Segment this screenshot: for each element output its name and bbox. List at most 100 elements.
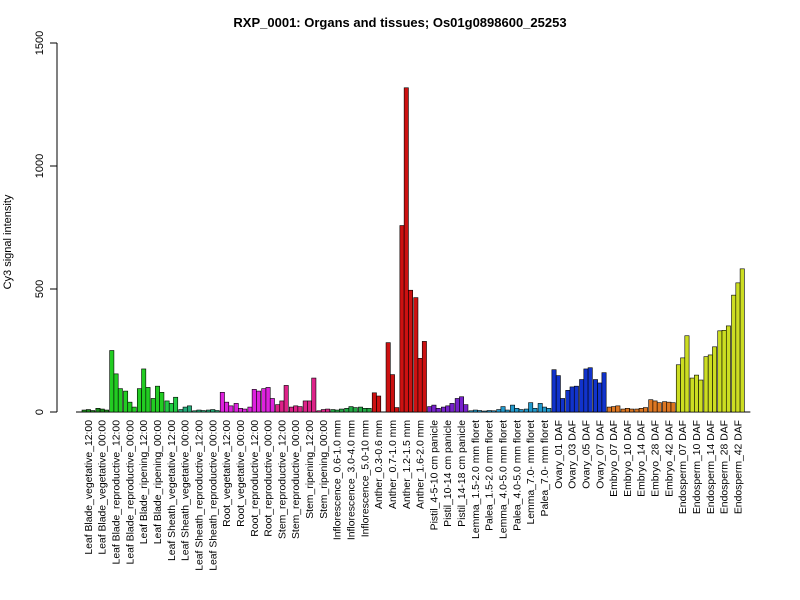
bar bbox=[123, 390, 129, 413]
bar bbox=[192, 410, 198, 413]
bar bbox=[694, 374, 699, 413]
y-tick-label: 0 bbox=[34, 409, 46, 415]
bar bbox=[228, 405, 234, 413]
bar bbox=[85, 409, 91, 413]
x-tick-label: Leaf Sheath_reproductive_12:00 bbox=[194, 420, 205, 571]
x-tick-label: Pistil_10-14 cm panicle bbox=[443, 420, 454, 527]
bar bbox=[459, 396, 465, 413]
bar bbox=[431, 404, 437, 413]
y-tick-label: 1000 bbox=[34, 154, 46, 178]
bar bbox=[247, 406, 253, 413]
bar bbox=[601, 372, 607, 413]
bar bbox=[445, 405, 451, 413]
x-tick-label: Inflorescence_5.0-10 mm bbox=[360, 420, 371, 537]
bar bbox=[528, 402, 534, 413]
bar bbox=[362, 408, 368, 413]
bar bbox=[514, 408, 520, 413]
bar bbox=[81, 409, 87, 413]
bar bbox=[731, 294, 737, 413]
bar bbox=[703, 356, 709, 413]
bar bbox=[173, 396, 179, 413]
bar bbox=[265, 387, 271, 413]
bar bbox=[698, 379, 704, 413]
x-tick-label: Root_reproductive_00:00 bbox=[264, 420, 275, 537]
bar bbox=[325, 408, 331, 413]
bar bbox=[569, 386, 575, 413]
bar bbox=[136, 388, 142, 413]
bar bbox=[468, 410, 474, 413]
bar bbox=[399, 225, 405, 413]
bar bbox=[390, 374, 395, 413]
bar bbox=[735, 282, 741, 413]
bar bbox=[145, 387, 151, 413]
bar bbox=[200, 410, 206, 413]
bar bbox=[256, 390, 261, 413]
bar bbox=[408, 289, 414, 413]
bar bbox=[496, 409, 502, 413]
x-tick-label: Root_reproductive_12:00 bbox=[250, 420, 261, 537]
bar bbox=[652, 400, 658, 413]
bar bbox=[606, 406, 612, 413]
bar bbox=[620, 408, 626, 413]
bar bbox=[583, 368, 589, 413]
bar bbox=[634, 408, 640, 413]
bar bbox=[684, 335, 690, 413]
bar bbox=[95, 408, 101, 413]
bar bbox=[656, 402, 662, 413]
x-tick-label: Stem_ripening_00:00 bbox=[319, 420, 330, 519]
bar bbox=[297, 406, 303, 413]
y-axis-label: Cy3 signal intensity bbox=[2, 194, 14, 289]
bar bbox=[261, 388, 267, 413]
bar bbox=[302, 400, 308, 413]
x-tick-label: Anther_0.7-1.0 mm bbox=[388, 420, 399, 509]
x-tick-label: Embryo_14 DAF bbox=[637, 420, 648, 497]
x-tick-label: Leaf Blade_reproductive_00:00 bbox=[125, 420, 136, 565]
bar bbox=[206, 409, 211, 413]
bar bbox=[403, 87, 409, 413]
x-tick-label: Palea_7.0- mm floret bbox=[540, 420, 551, 517]
x-tick-label: Leaf Sheath_vegetative_12:00 bbox=[167, 420, 178, 561]
bar bbox=[339, 408, 344, 413]
bar bbox=[472, 409, 478, 413]
x-tick-label: Leaf Sheath_reproductive_00:00 bbox=[208, 420, 219, 571]
bar bbox=[131, 406, 137, 413]
x-tick-label: Leaf Blade_ripening_12:00 bbox=[139, 420, 150, 544]
x-tick-label: Embryo_10 DAF bbox=[623, 420, 634, 497]
bar bbox=[643, 407, 648, 413]
bar bbox=[712, 346, 718, 413]
bar bbox=[104, 409, 109, 413]
bar bbox=[486, 410, 492, 413]
bar bbox=[477, 410, 483, 413]
bar bbox=[739, 268, 745, 413]
bar bbox=[629, 408, 635, 413]
bar bbox=[587, 367, 593, 413]
bar bbox=[187, 405, 192, 413]
x-tick-label: Ovary_03 DAF bbox=[568, 420, 579, 489]
bar bbox=[127, 401, 133, 413]
bar bbox=[109, 350, 115, 413]
x-tick-label: Anther_1.6-2.0 mm bbox=[416, 420, 427, 509]
bar bbox=[307, 400, 312, 413]
x-tick-label: Embryo_07 DAF bbox=[609, 420, 620, 497]
bar bbox=[141, 368, 147, 413]
bar bbox=[316, 410, 322, 413]
bar bbox=[90, 410, 96, 413]
bar bbox=[532, 408, 538, 413]
x-tick-label: Anther_1.2-1.5 mm bbox=[402, 420, 413, 509]
bar bbox=[320, 409, 326, 413]
bar bbox=[219, 392, 225, 413]
bar bbox=[593, 379, 598, 413]
bar bbox=[371, 392, 377, 413]
x-tick-label: Leaf Sheath_vegetative_00:00 bbox=[181, 420, 192, 561]
bar bbox=[560, 398, 566, 413]
bar bbox=[449, 403, 455, 413]
bar bbox=[427, 406, 433, 413]
bar bbox=[670, 402, 676, 413]
x-tick-label: Lemma_1.5-2.0 mm floret bbox=[471, 420, 482, 539]
bar bbox=[615, 405, 621, 413]
bar bbox=[421, 341, 427, 413]
bar bbox=[242, 408, 248, 413]
y-tick-label: 500 bbox=[34, 280, 46, 298]
bar bbox=[500, 406, 506, 413]
